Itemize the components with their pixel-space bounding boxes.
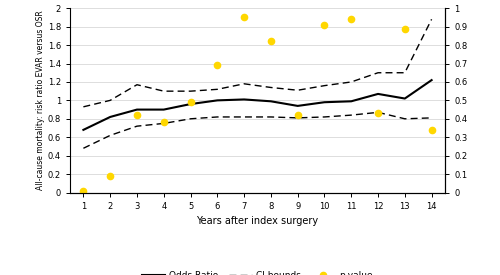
Legend: Odds Ratio, CI bounds, p-value: Odds Ratio, CI bounds, p-value bbox=[138, 268, 376, 275]
X-axis label: Years after index surgery: Years after index surgery bbox=[196, 216, 318, 226]
Y-axis label: All-cause mortality: risk ratio EVAR versus OSR: All-cause mortality: risk ratio EVAR ver… bbox=[36, 10, 45, 190]
